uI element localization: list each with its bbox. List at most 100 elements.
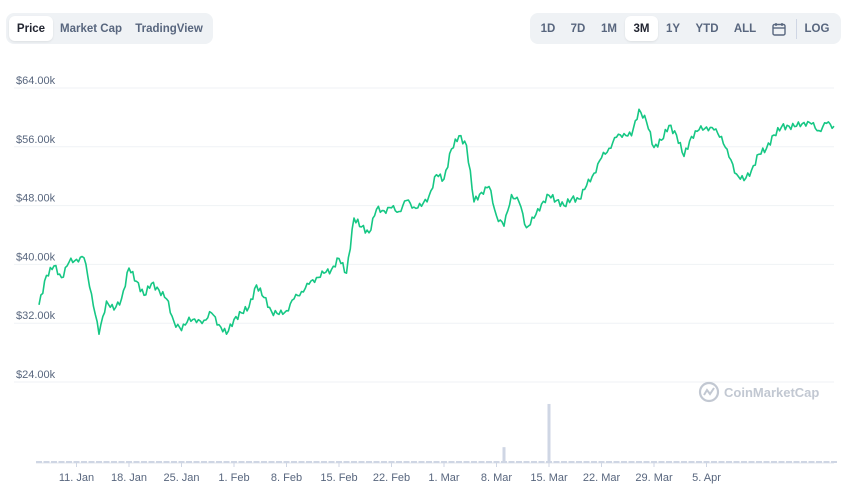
x-tick-label: 8. Mar xyxy=(481,472,513,484)
volume-bar xyxy=(786,461,792,463)
volume-bar xyxy=(666,461,672,463)
volume-bar xyxy=(606,461,612,463)
x-tick-label: 1. Mar xyxy=(428,472,460,484)
volume-bar xyxy=(298,461,305,463)
volume-bar xyxy=(493,461,500,463)
volume-bar xyxy=(471,461,477,463)
volume-bar xyxy=(456,461,462,463)
range-3m[interactable]: 3M xyxy=(625,16,658,41)
volume-bar xyxy=(73,461,80,463)
range-1y[interactable]: 1Y xyxy=(665,22,681,35)
volume-bar xyxy=(508,461,515,463)
volume-bar xyxy=(343,461,350,463)
volume-bar xyxy=(433,461,440,463)
volume-bar xyxy=(756,461,762,463)
volume-bar xyxy=(576,461,582,463)
volume-bar xyxy=(568,461,575,463)
volume-bar xyxy=(658,461,665,463)
x-tick-label: 15. Mar xyxy=(530,472,568,484)
volume-bar xyxy=(613,461,620,463)
volume-bar xyxy=(711,461,717,463)
watermark-text: CoinMarketCap xyxy=(724,385,819,400)
volume-bar xyxy=(171,461,177,463)
volume-bar xyxy=(81,461,87,463)
volume-bar xyxy=(276,461,282,463)
volume-bar xyxy=(831,461,837,463)
x-tick-label: 25. Jan xyxy=(163,472,199,484)
volume-bar xyxy=(808,461,815,463)
log-scale-toggle[interactable]: LOG xyxy=(804,22,830,35)
volume-bar xyxy=(426,461,432,463)
volume-bar xyxy=(598,461,605,463)
volume-bar xyxy=(396,461,402,463)
volume-bar xyxy=(538,461,545,463)
volume-bar xyxy=(291,461,297,463)
volume-bar xyxy=(681,461,687,463)
volume-bar xyxy=(741,461,747,463)
volume-bar xyxy=(238,461,245,463)
volume-bar xyxy=(156,461,162,463)
volume-bar xyxy=(643,461,650,463)
y-tick-label: $32.00k xyxy=(16,310,56,322)
volume-bar xyxy=(208,461,215,463)
volume-bar xyxy=(118,461,125,463)
volume-bar xyxy=(448,461,455,463)
volume-bar xyxy=(696,461,702,463)
calendar-icon[interactable] xyxy=(764,16,794,41)
volume-bar xyxy=(313,461,320,463)
volume-bar xyxy=(502,447,506,463)
volume-bar xyxy=(418,461,425,463)
volume-bar xyxy=(373,461,380,463)
volume-bar xyxy=(718,461,725,463)
volume-bar xyxy=(193,461,200,463)
volume-bar xyxy=(261,461,267,463)
volume-bar xyxy=(43,461,50,463)
volume-bar xyxy=(141,461,147,463)
volume-bar xyxy=(321,461,327,463)
volume-bar xyxy=(66,461,72,463)
volume-bar xyxy=(583,461,590,463)
volume-bar xyxy=(553,461,560,463)
x-tick-label: 15. Feb xyxy=(320,472,357,484)
volume-bar xyxy=(547,403,551,463)
range-ytd[interactable]: YTD xyxy=(695,22,719,35)
volume-bar xyxy=(771,461,777,463)
volume-bar xyxy=(823,461,830,463)
volume-bar xyxy=(51,461,57,463)
volume-bar xyxy=(516,461,522,463)
volume-bar xyxy=(201,461,207,463)
x-tick-label: 22. Feb xyxy=(373,472,410,484)
volume-bar xyxy=(283,461,290,463)
volume-bar xyxy=(223,461,230,463)
x-tick-label: 1. Feb xyxy=(218,472,249,484)
coinmarketcap-icon-mark xyxy=(703,387,715,396)
volume-bar xyxy=(733,461,740,463)
volume-bar xyxy=(703,461,710,463)
x-tick-label: 5. Apr xyxy=(692,472,721,484)
chart-type-tabs: Price Market Cap TradingView xyxy=(6,13,213,44)
range-1m[interactable]: 1M xyxy=(601,22,617,35)
price-line xyxy=(38,108,835,335)
tab-market-cap[interactable]: Market Cap xyxy=(60,22,122,35)
volume-bar xyxy=(96,461,102,463)
volume-bar xyxy=(88,461,95,463)
y-tick-label: $64.00k xyxy=(16,75,56,87)
volume-bar xyxy=(628,461,635,463)
volume-bar xyxy=(111,461,117,463)
volume-bar xyxy=(358,461,365,463)
range-all[interactable]: ALL xyxy=(733,22,757,35)
tab-tradingview[interactable]: TradingView xyxy=(135,22,203,35)
coinmarketcap-logo xyxy=(698,381,720,403)
volume-bar xyxy=(336,461,342,463)
range-1d[interactable]: 1D xyxy=(540,22,556,35)
range-7d[interactable]: 7D xyxy=(570,22,586,35)
volume-bar xyxy=(621,461,627,463)
volume-bar xyxy=(763,461,770,463)
volume-bar xyxy=(231,461,237,463)
tab-price[interactable]: Price xyxy=(9,16,53,41)
volume-bar xyxy=(103,461,110,463)
volume-bar xyxy=(651,461,657,463)
y-tick-label: $48.00k xyxy=(16,193,56,205)
x-tick-label: 11. Jan xyxy=(59,472,94,484)
